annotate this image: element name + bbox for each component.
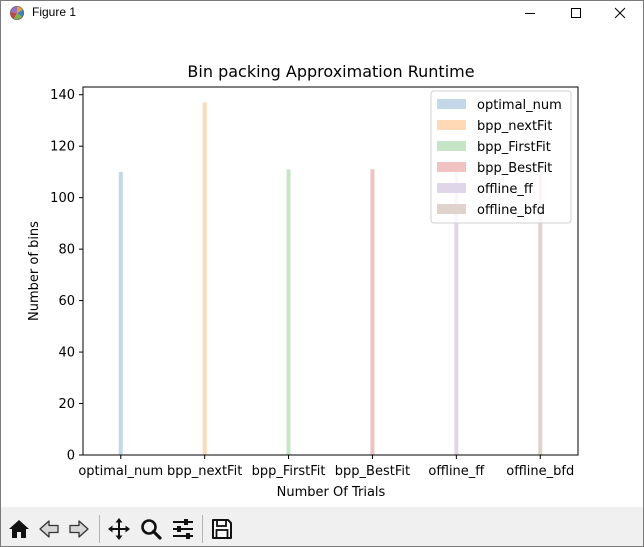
- y-axis-label: Number of bins: [27, 221, 42, 321]
- x-tick-label: offline_ff: [428, 464, 485, 479]
- back-arrow-icon: [39, 520, 59, 538]
- legend-swatch-offline_bfd: [437, 204, 466, 214]
- bar-bpp_BestFit: [370, 169, 375, 455]
- bar-chart: Bin packing Approximation Runtime 0 20 40 6…: [27, 62, 579, 500]
- x-tick-label: optimal_num: [78, 464, 163, 479]
- maximize-icon: [571, 8, 581, 18]
- figure-canvas[interactable]: Bin packing Approximation Runtime 0 20 40 6…: [1, 26, 643, 507]
- navigation-toolbar: [1, 507, 643, 546]
- minimize-icon: [525, 13, 535, 14]
- zoom-button[interactable]: [137, 515, 165, 543]
- legend-label-offline_ff: offline_ff: [477, 182, 534, 197]
- home-icon: [9, 520, 29, 538]
- x-tick-label: bpp_FirstFit: [252, 464, 326, 479]
- y-tick-label: 100: [50, 191, 75, 206]
- save-button[interactable]: [208, 515, 236, 543]
- y-tick-label: 120: [50, 140, 75, 155]
- close-button[interactable]: [597, 1, 643, 25]
- configure-subplots-button[interactable]: [169, 515, 197, 543]
- forward-arrow-icon: [69, 520, 89, 538]
- title-bar[interactable]: Figure 1: [1, 1, 643, 25]
- toolbar-separator: [202, 515, 203, 543]
- close-icon: [614, 7, 626, 19]
- back-button[interactable]: [35, 515, 63, 543]
- y-tick-label: 0: [67, 449, 75, 464]
- bar-optimal_num: [118, 171, 123, 455]
- bar-offline_bfd: [538, 171, 543, 455]
- legend-label-bpp_BestFit: bpp_BestFit: [477, 161, 552, 176]
- legend-swatch-bpp_FirstFit: [437, 141, 466, 151]
- maximize-button[interactable]: [553, 1, 599, 25]
- y-tick-label: 60: [58, 294, 75, 309]
- legend: optimal_num bpp_nextFit bpp_FirstFit bpp_Be…: [430, 90, 572, 224]
- pan-move-icon: [108, 518, 130, 540]
- window-title: Figure 1: [32, 5, 77, 19]
- legend-swatch-offline_ff: [437, 183, 466, 193]
- plot-frame: [82, 86, 579, 456]
- legend-label-bpp_FirstFit: bpp_FirstFit: [477, 140, 551, 155]
- pan-button[interactable]: [105, 515, 133, 543]
- legend-swatch-bpp_BestFit: [437, 162, 466, 172]
- legend-label-offline_bfd: offline_bfd: [477, 203, 545, 218]
- x-tick-label: offline_bfd: [506, 464, 574, 479]
- legend-swatch-optimal_num: [437, 99, 466, 109]
- save-floppy-icon: [212, 519, 232, 539]
- home-button[interactable]: [5, 515, 33, 543]
- bar-offline_ff: [454, 171, 459, 455]
- x-axis-label: Number Of Trials: [277, 485, 386, 500]
- x-tick-label: bpp_BestFit: [335, 464, 410, 479]
- y-tick-label: 20: [58, 397, 75, 412]
- zoom-magnifier-icon: [141, 519, 162, 540]
- legend-label-optimal_num: optimal_num: [477, 98, 562, 113]
- legend-swatch-bpp_nextFit: [437, 120, 466, 130]
- minimize-button[interactable]: [507, 1, 553, 25]
- matplotlib-logo-icon: [10, 6, 24, 20]
- y-tick-label: 140: [50, 88, 75, 103]
- y-tick-label: 80: [58, 243, 75, 258]
- forward-button[interactable]: [65, 515, 93, 543]
- sliders-icon: [173, 519, 193, 539]
- bar-bpp_FirstFit: [286, 169, 291, 455]
- bar-bpp_nextFit: [202, 102, 207, 456]
- toolbar-separator: [99, 515, 100, 543]
- legend-label-bpp_nextFit: bpp_nextFit: [477, 119, 552, 134]
- chart-title: Bin packing Approximation Runtime: [187, 62, 474, 81]
- x-tick-label: bpp_nextFit: [167, 464, 242, 479]
- y-tick-label: 40: [58, 346, 75, 361]
